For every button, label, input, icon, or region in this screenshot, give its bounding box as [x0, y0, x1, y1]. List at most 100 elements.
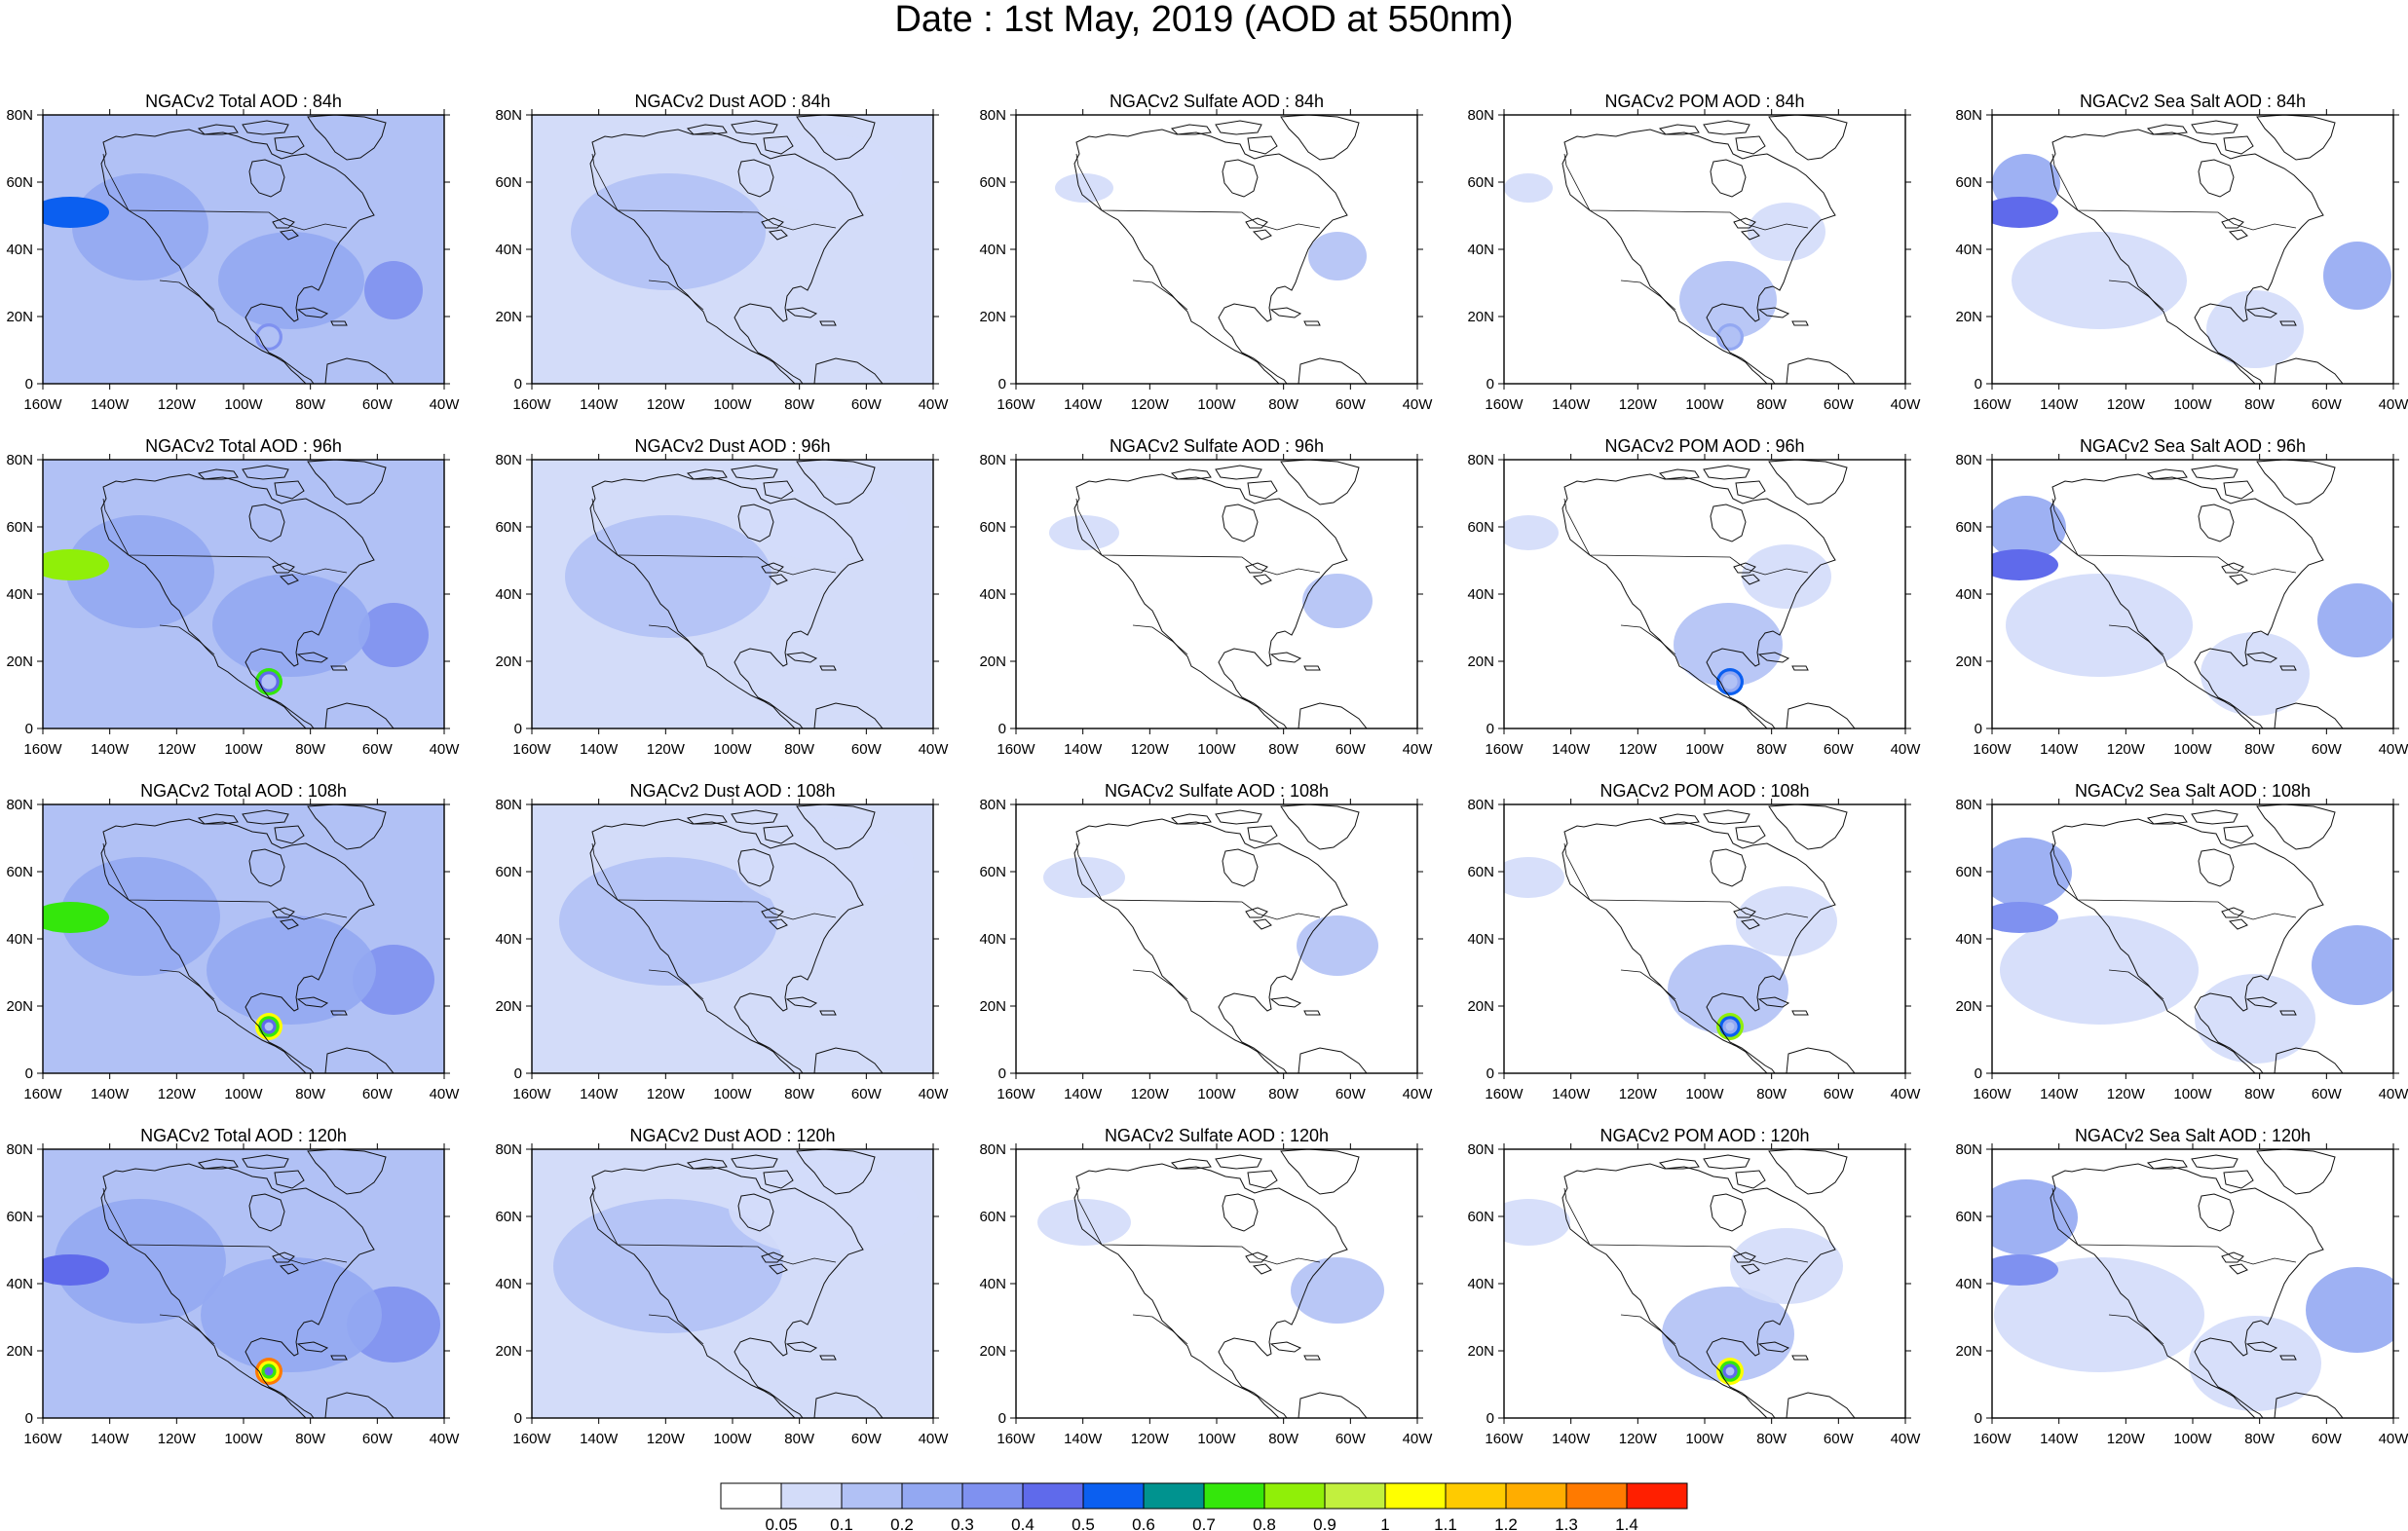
lon-tick-label: 140W: [1552, 396, 1591, 413]
lat-tick-label: 0: [514, 1410, 522, 1427]
lon-tick-label: 80W: [295, 396, 326, 413]
lon-tick-label: 80W: [784, 1086, 815, 1102]
aod-contour: [1992, 496, 2066, 560]
aod-contour: [1297, 915, 1378, 976]
panel-title: NGACv2 Sulfate AOD : 96h: [1110, 436, 1324, 456]
lat-tick-label: 20N: [1955, 653, 1982, 670]
lon-tick-label: 80W: [295, 1086, 326, 1102]
map-panel: NGACv2 Sulfate AOD : 96h 160W 140W 120W 100W…: [979, 436, 1433, 758]
aod-contour: [364, 261, 423, 319]
lon-tick-label: 100W: [224, 1086, 263, 1102]
lon-tick-label: 140W: [2040, 396, 2079, 413]
aod-contour: [1308, 232, 1367, 280]
aod-contour: [1302, 574, 1373, 628]
lon-tick-label: 60W: [851, 741, 883, 758]
colorbar-label: 0.8: [1253, 1515, 1276, 1531]
aod-contour: [740, 476, 908, 560]
lon-tick-label: 80W: [1756, 741, 1787, 758]
aod-contour: [2201, 632, 2310, 716]
lat-tick-label: 0: [1975, 376, 1982, 392]
lat-tick-label: 20N: [1955, 1343, 1982, 1360]
lat-tick-label: 60N: [1955, 1209, 1982, 1225]
aod-field: [1992, 838, 2393, 1064]
lon-tick-label: 100W: [1685, 1431, 1724, 1447]
lat-tick-label: 0: [998, 721, 1006, 737]
lon-tick-label: 100W: [224, 741, 263, 758]
aod-field: [1504, 857, 1837, 1040]
lon-tick-label: 40W: [1403, 1086, 1434, 1102]
lon-tick-label: 160W: [23, 396, 62, 413]
lat-tick-label: 40N: [6, 586, 33, 603]
map-panel: NGACv2 Total AOD : 84h 160W 140W 120W 100W 80…: [6, 92, 461, 413]
aod-contour: [2323, 242, 2391, 310]
colorbar-box: [1082, 1482, 1145, 1510]
aod-plume: [43, 197, 109, 228]
lon-tick-label: 40W: [430, 396, 461, 413]
lat-tick-label: 20N: [6, 998, 33, 1015]
map-panel: NGACv2 Sea Salt AOD : 96h 160W 140W 120W 100…: [1955, 436, 2408, 758]
panel-title: NGACv2 Sea Salt AOD : 120h: [2075, 1126, 2311, 1145]
panel-title: NGACv2 Sulfate AOD : 108h: [1105, 781, 1329, 801]
aod-contour: [2189, 1316, 2321, 1411]
aod-contour: [66, 515, 214, 628]
lon-tick-label: 40W: [2379, 1086, 2408, 1102]
lat-tick-label: 60N: [979, 1209, 1006, 1225]
lon-tick-label: 80W: [2244, 1086, 2276, 1102]
colorbar-label: 0.6: [1132, 1515, 1155, 1531]
lat-tick-label: 40N: [495, 242, 522, 258]
lon-tick-label: 80W: [2244, 396, 2276, 413]
aod-contour: [2012, 232, 2187, 329]
lat-tick-label: 80N: [1467, 797, 1494, 813]
lon-tick-label: 40W: [919, 1431, 950, 1447]
lon-tick-label: 100W: [713, 1431, 752, 1447]
lat-tick-label: 60N: [495, 864, 522, 880]
lon-tick-label: 40W: [2379, 396, 2408, 413]
lon-tick-label: 40W: [919, 396, 950, 413]
colorbar-box: [961, 1482, 1024, 1510]
lat-tick-label: 20N: [1955, 309, 1982, 325]
lat-tick-label: 0: [1486, 1410, 1494, 1427]
lat-tick-label: 0: [1486, 721, 1494, 737]
lon-tick-label: 120W: [2107, 1431, 2146, 1447]
panel-title: NGACv2 Sulfate AOD : 120h: [1105, 1126, 1329, 1145]
lat-tick-label: 20N: [1467, 998, 1494, 1015]
lon-tick-label: 100W: [1685, 396, 1724, 413]
lon-tick-label: 140W: [91, 396, 130, 413]
map-frame: [1503, 803, 1906, 1074]
lat-tick-label: 20N: [979, 653, 1006, 670]
aod-contour: [1662, 1287, 1794, 1382]
lon-tick-label: 100W: [713, 741, 752, 758]
lon-tick-label: 60W: [1336, 1431, 1367, 1447]
lon-tick-label: 140W: [2040, 1431, 2079, 1447]
lon-tick-label: 60W: [362, 396, 394, 413]
map-panel: NGACv2 Sea Salt AOD : 108h 160W 140W 120W 10…: [1955, 781, 2408, 1102]
aod-plume: [1992, 197, 2058, 228]
lat-tick-label: 80N: [6, 1141, 33, 1158]
lon-tick-label: 60W: [1336, 396, 1367, 413]
aod-field: [532, 1149, 933, 1418]
map-panel: NGACv2 Sulfate AOD : 120h 160W 140W 120W 100…: [979, 1126, 1433, 1447]
map-panel: NGACv2 POM AOD : 96h 160W 140W 120W 100W 80W 6…: [1467, 436, 1921, 758]
lat-tick-label: 0: [25, 376, 33, 392]
lat-tick-label: 60N: [1467, 174, 1494, 191]
lon-tick-label: 100W: [1197, 1431, 1236, 1447]
lat-tick-label: 20N: [979, 998, 1006, 1015]
lon-tick-label: 60W: [1824, 396, 1855, 413]
lon-tick-label: 160W: [1973, 1431, 2012, 1447]
lon-tick-label: 120W: [158, 396, 197, 413]
aod-contour: [729, 1160, 920, 1255]
aod-plume: [1992, 902, 2058, 933]
lon-tick-label: 120W: [2107, 396, 2146, 413]
lat-tick-label: 20N: [1467, 1343, 1494, 1360]
aod-hotspot: [264, 677, 274, 687]
colorbar-box: [1263, 1482, 1326, 1510]
lat-tick-label: 40N: [979, 931, 1006, 948]
colorbar-box: [720, 1482, 782, 1510]
lat-tick-label: 0: [514, 376, 522, 392]
lon-tick-label: 100W: [224, 396, 263, 413]
panel-title: NGACv2 Dust AOD : 120h: [629, 1126, 835, 1145]
lat-tick-label: 80N: [495, 452, 522, 468]
lat-tick-label: 40N: [979, 242, 1006, 258]
aod-field: [1043, 857, 1378, 976]
lon-tick-label: 140W: [1552, 741, 1591, 758]
